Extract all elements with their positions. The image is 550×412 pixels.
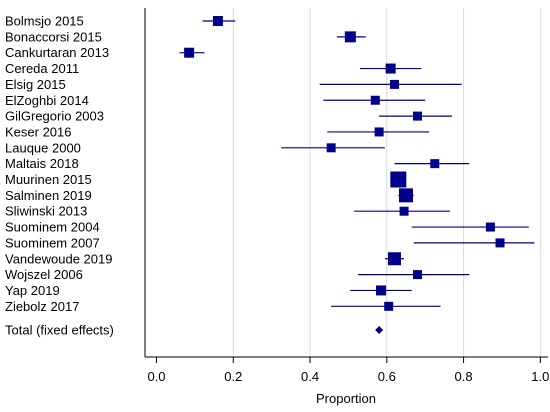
study-estimate-marker xyxy=(389,79,399,89)
x-tick-label: 0.6 xyxy=(378,369,396,384)
study-label: Keser 2016 xyxy=(5,124,72,139)
x-tick-label: 1.0 xyxy=(531,369,549,384)
study-estimate-marker xyxy=(326,143,336,153)
study-estimate-marker xyxy=(184,47,195,58)
x-axis-title: Proportion xyxy=(316,391,376,406)
study-estimate-marker xyxy=(384,301,394,311)
study-estimate-marker xyxy=(374,127,384,137)
study-label: Cereda 2011 xyxy=(5,61,79,76)
study-estimate-marker xyxy=(370,95,380,105)
study-label: Bolmsjo 2015 xyxy=(5,14,84,29)
study-estimate-marker xyxy=(390,171,407,188)
study-estimate-marker xyxy=(495,238,505,248)
study-markers xyxy=(179,16,535,334)
study-estimate-marker xyxy=(399,206,409,216)
study-estimate-marker xyxy=(212,16,223,26)
study-estimate-marker xyxy=(344,31,356,43)
study-label: GilGregorio 2003 xyxy=(5,109,104,124)
study-label: Suominem 2007 xyxy=(5,235,100,250)
study-label: Lauque 2000 xyxy=(5,140,81,155)
study-label: Elsig 2015 xyxy=(5,77,66,92)
total-diamond xyxy=(375,326,384,334)
study-label: Maltais 2018 xyxy=(5,156,79,171)
x-tick-label: 0.2 xyxy=(224,369,242,384)
study-estimate-marker xyxy=(413,270,423,280)
study-estimate-marker xyxy=(430,159,440,169)
x-tick-label: 0.4 xyxy=(301,369,319,384)
study-estimate-marker xyxy=(387,252,401,266)
study-label: Vandewoude 2019 xyxy=(5,251,112,266)
study-label: Salminen 2019 xyxy=(5,188,92,203)
x-axis: 0.0 0.2 0.4 0.6 0.8 1.0 xyxy=(144,8,549,384)
x-tick-label: 0.8 xyxy=(455,369,473,384)
study-label: Muurinen 2015 xyxy=(5,172,92,187)
total-label: Total (fixed effects) xyxy=(5,323,114,338)
study-estimate-marker xyxy=(413,111,423,121)
study-label: ElZoghbi 2014 xyxy=(5,93,89,108)
study-estimate-marker xyxy=(398,188,413,203)
study-label: Bonaccorsi 2015 xyxy=(5,29,102,44)
study-label: Ziebolz 2017 xyxy=(5,299,79,314)
x-tick-label: 0.0 xyxy=(147,369,165,384)
study-label: Wojszel 2006 xyxy=(5,267,83,282)
study-estimate-marker xyxy=(376,285,387,296)
study-estimate-marker xyxy=(385,63,396,74)
study-label: Yap 2019 xyxy=(5,283,60,298)
study-label: Sliwinski 2013 xyxy=(5,204,87,219)
study-label: Cankurtaran 2013 xyxy=(5,45,109,60)
study-estimate-marker xyxy=(485,222,495,232)
study-label: Suominem 2004 xyxy=(5,220,100,235)
